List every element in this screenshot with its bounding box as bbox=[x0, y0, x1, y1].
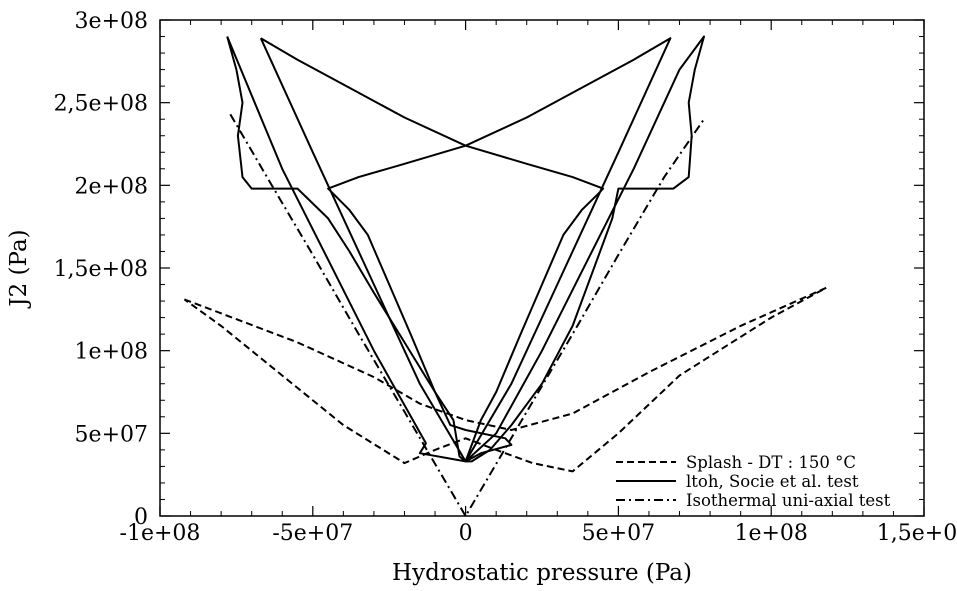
series-line-0 bbox=[183, 286, 828, 473]
y-tick-label: 2e+08 bbox=[75, 174, 148, 199]
series-line-1 bbox=[226, 35, 705, 463]
y-tick-label: 5e+07 bbox=[75, 422, 148, 447]
tick-labels: -1e+08 -5e+07 0 5e+07 1e+08 1,5e+08 0 5e+07 1e+0… bbox=[54, 9, 957, 546]
series-line-3 bbox=[229, 113, 705, 517]
x-tick-label: 1,5e+08 bbox=[877, 521, 957, 546]
y-tick-label: 1e+08 bbox=[75, 340, 148, 365]
plot-frame bbox=[159, 19, 925, 517]
y-tick-label: 2,5e+08 bbox=[54, 92, 148, 117]
x-tick-label: -5e+07 bbox=[272, 521, 353, 546]
y-tick-label: 3e+08 bbox=[75, 9, 148, 34]
x-axis-title: Hydrostatic pressure (Pa) bbox=[392, 560, 692, 586]
legend-label-2: Isothermal uni-axial test bbox=[686, 491, 891, 510]
x-tick-label: 5e+07 bbox=[582, 521, 655, 546]
y-axis-title: J2 (Pa) bbox=[6, 229, 32, 308]
series-layer bbox=[183, 35, 828, 517]
axis-ticks bbox=[159, 19, 925, 517]
y-tick-label: 1,5e+08 bbox=[54, 257, 148, 282]
legend-label-1: ltoh, Socie et al. test bbox=[686, 472, 859, 491]
series-line-2 bbox=[259, 37, 672, 463]
x-tick-label: 1e+08 bbox=[734, 521, 807, 546]
x-tick-label: 0 bbox=[459, 521, 473, 546]
y-tick-label: 0 bbox=[134, 505, 148, 530]
x-tick-label: -1e+08 bbox=[120, 521, 201, 546]
legend-label-0: Splash - DT : 150 °C bbox=[686, 453, 856, 472]
